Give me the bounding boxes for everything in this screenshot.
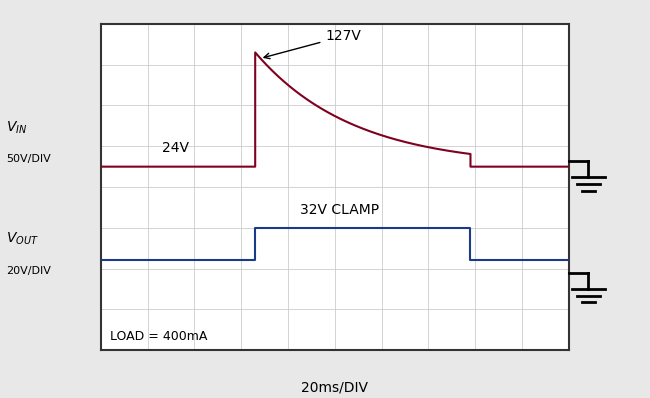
Text: 50V/DIV: 50V/DIV — [6, 154, 51, 164]
Text: $V_{IN}$: $V_{IN}$ — [6, 119, 28, 136]
Text: LOAD = 400mA: LOAD = 400mA — [110, 330, 207, 343]
Text: $V_{OUT}$: $V_{OUT}$ — [6, 230, 40, 247]
Text: 32V CLAMP: 32V CLAMP — [300, 203, 379, 217]
Text: 20V/DIV: 20V/DIV — [6, 265, 51, 276]
Text: 24V: 24V — [162, 141, 188, 155]
Text: 20ms/DIV: 20ms/DIV — [301, 380, 369, 394]
Text: 127V: 127V — [264, 29, 361, 59]
